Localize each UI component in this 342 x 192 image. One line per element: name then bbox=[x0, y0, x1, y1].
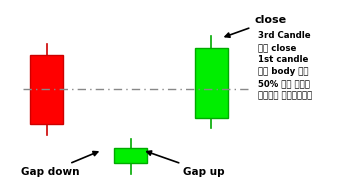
Text: Gap down: Gap down bbox=[21, 151, 98, 176]
Text: close: close bbox=[225, 16, 286, 37]
Text: 3rd Candle
का close
1st candle
के body का
50% से ऊपर
होना चाहिए।: 3rd Candle का close 1st candle के body क… bbox=[259, 31, 313, 100]
Bar bbox=[30, 55, 63, 124]
Bar bbox=[114, 148, 147, 163]
Text: Gap up: Gap up bbox=[147, 151, 224, 176]
Bar bbox=[195, 48, 228, 118]
